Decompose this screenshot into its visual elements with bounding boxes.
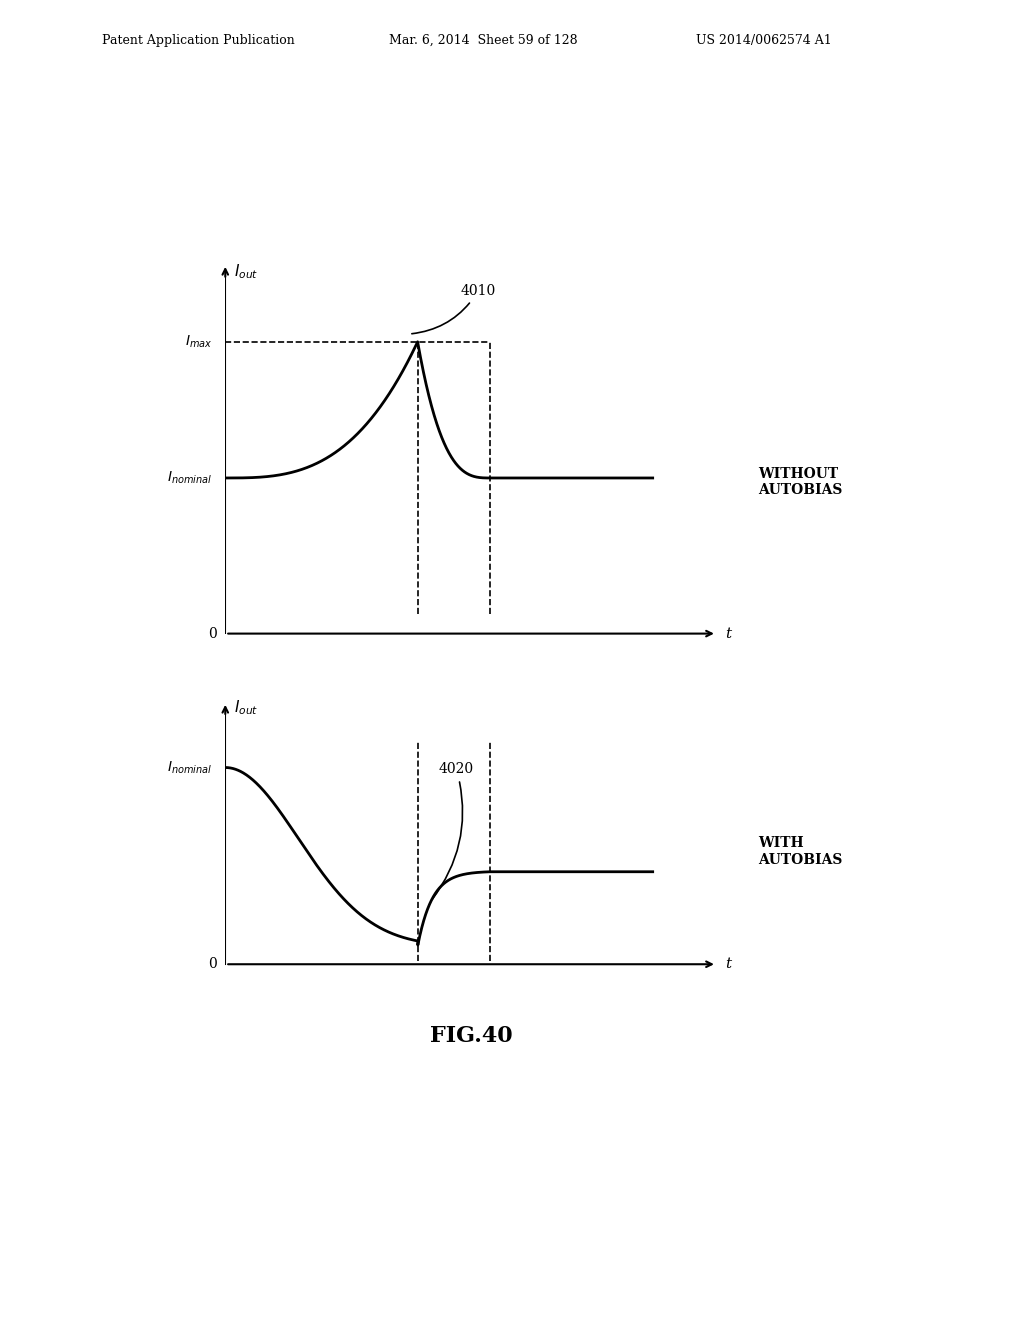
Text: 4010: 4010	[412, 284, 496, 334]
Text: WITH
AUTOBIAS: WITH AUTOBIAS	[758, 837, 842, 866]
Text: t: t	[725, 627, 731, 640]
Text: t: t	[725, 957, 731, 972]
Text: WITHOUT
AUTOBIAS: WITHOUT AUTOBIAS	[758, 467, 842, 496]
Text: $I_{out}$: $I_{out}$	[233, 698, 258, 717]
Text: $I_{max}$: $I_{max}$	[185, 334, 212, 350]
Text: Patent Application Publication: Patent Application Publication	[102, 33, 295, 46]
Text: FIG.40: FIG.40	[430, 1026, 512, 1047]
Text: 4020: 4020	[432, 763, 474, 899]
Text: $I_{nominal}$: $I_{nominal}$	[167, 470, 212, 486]
Text: US 2014/0062574 A1: US 2014/0062574 A1	[696, 33, 833, 46]
Text: $I_{out}$: $I_{out}$	[233, 263, 258, 281]
Text: 0: 0	[208, 957, 217, 972]
Text: $I_{nominal}$: $I_{nominal}$	[167, 759, 212, 776]
Text: Mar. 6, 2014  Sheet 59 of 128: Mar. 6, 2014 Sheet 59 of 128	[389, 33, 578, 46]
Text: 0: 0	[208, 627, 217, 640]
